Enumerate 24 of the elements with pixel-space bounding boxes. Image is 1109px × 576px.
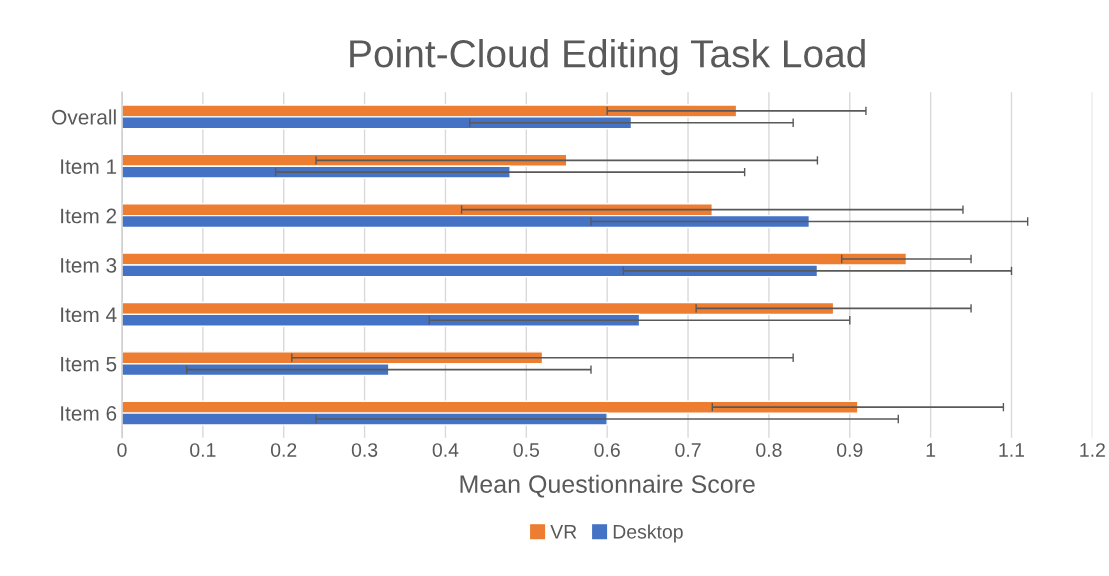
y-tick-label: Item 1: [61, 159, 117, 174]
x-axis-title: Mean Questionnaire Score: [460, 474, 755, 498]
y-tick-label: Item 2: [61, 208, 117, 224]
x-tick-label: 0.9: [837, 443, 863, 457]
x-tick-label: 0.1: [190, 443, 216, 457]
x-tick-label: 1: [926, 443, 936, 457]
legend-label: VR: [550, 525, 577, 539]
y-tick-label: Item 6: [61, 406, 117, 421]
x-tick-label: 0.4: [432, 443, 459, 457]
y-tick-label: Item 3: [61, 257, 117, 273]
x-tick-label: 1.1: [999, 443, 1025, 457]
chart-title: Point-Cloud Editing Task Load: [350, 38, 865, 76]
x-tick-label: 1.2: [1080, 443, 1105, 457]
x-tick-label: 0.6: [594, 443, 620, 457]
y-tick-label: Item 4: [61, 307, 117, 323]
x-tick-label: 0.8: [756, 443, 782, 457]
x-tick-label: 0.2: [270, 443, 297, 457]
x-tick-label: 0.3: [351, 443, 378, 457]
legend-label: Desktop: [613, 524, 683, 543]
x-tick-label: 0: [117, 443, 127, 457]
y-tick-label: Item 5: [61, 356, 117, 372]
x-tick-label: 0.7: [675, 443, 701, 457]
y-tick-label: Overall: [52, 109, 116, 125]
x-tick-label: 0.5: [513, 443, 540, 457]
